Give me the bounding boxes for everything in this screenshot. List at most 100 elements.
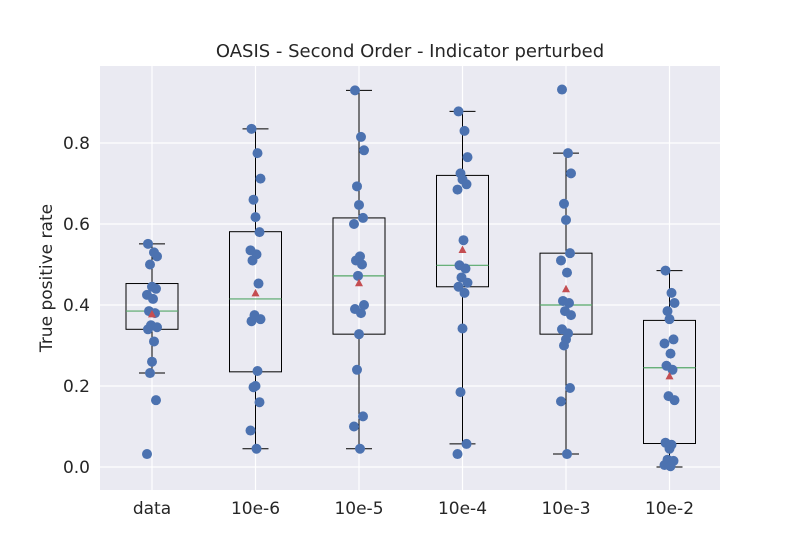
data-point — [147, 356, 157, 367]
data-point — [148, 293, 158, 304]
data-point — [152, 322, 162, 333]
data-point — [459, 287, 470, 298]
mean-marker — [562, 284, 570, 293]
data-point — [462, 277, 473, 288]
data-point — [250, 212, 261, 223]
data-point — [669, 297, 680, 308]
data-point — [461, 438, 472, 449]
data-point — [452, 184, 463, 195]
data-point — [460, 263, 471, 274]
data-point — [245, 425, 256, 436]
data-point — [352, 181, 362, 192]
data-point — [149, 336, 159, 347]
x-tick-label: data — [133, 499, 171, 519]
y-tick-label: 0.2 — [63, 377, 90, 397]
data-point — [565, 248, 575, 259]
chart-title: OASIS - Second Order - Indicator perturb… — [216, 41, 604, 62]
data-point — [359, 145, 369, 156]
data-point — [563, 148, 573, 159]
data-point — [349, 421, 359, 432]
data-point — [668, 334, 679, 345]
data-point — [566, 168, 576, 179]
data-point — [665, 461, 676, 472]
data-point — [461, 179, 472, 190]
mean-marker — [251, 288, 260, 297]
data-point — [352, 364, 362, 375]
data-point — [562, 449, 572, 460]
data-point — [246, 316, 257, 327]
data-point — [253, 278, 264, 289]
data-point — [254, 227, 265, 238]
data-point — [359, 300, 369, 310]
data-point — [660, 265, 671, 276]
data-point — [151, 395, 161, 406]
data-point — [354, 329, 364, 340]
data-point — [143, 238, 153, 249]
data-point — [152, 251, 162, 262]
data-point — [666, 287, 677, 298]
data-point — [559, 340, 569, 351]
data-point — [145, 259, 155, 270]
data-point — [566, 310, 576, 321]
data-point — [151, 283, 161, 294]
data-point — [248, 194, 259, 205]
mean-marker — [458, 245, 467, 254]
data-point — [357, 259, 367, 270]
mean-marker — [355, 278, 363, 287]
data-points — [142, 84, 680, 472]
data-point — [662, 306, 673, 317]
data-point — [564, 297, 574, 308]
data-point — [561, 214, 571, 225]
data-point — [452, 449, 463, 460]
data-point — [142, 449, 152, 460]
data-point — [255, 314, 266, 325]
y-axis-label: True positive rate — [37, 204, 57, 353]
data-point — [565, 383, 575, 394]
data-point — [457, 323, 468, 334]
data-point — [669, 395, 680, 406]
data-point — [354, 199, 364, 210]
mean-marker — [665, 371, 674, 380]
data-point — [353, 270, 363, 281]
data-point — [358, 411, 368, 422]
data-point — [254, 397, 265, 408]
x-tick-label: 10e-2 — [645, 499, 694, 519]
data-point — [556, 396, 566, 407]
data-point — [145, 368, 155, 379]
data-point — [356, 131, 366, 142]
data-point — [350, 85, 360, 96]
data-point — [459, 125, 470, 136]
data-point — [557, 84, 567, 95]
x-tick-label: 10e-6 — [231, 499, 280, 519]
y-tick-label: 0.8 — [63, 134, 90, 154]
x-tick-label: 10e-5 — [334, 499, 383, 519]
y-tick-labels: 0.0 0.2 0.4 0.6 0.8 — [63, 134, 90, 478]
x-tick-label: 10e-3 — [541, 499, 590, 519]
data-point — [251, 443, 262, 454]
mean-markers — [148, 245, 674, 380]
data-point — [458, 235, 469, 246]
data-point — [248, 382, 259, 393]
data-point — [246, 123, 257, 134]
data-point — [143, 324, 153, 335]
data-point — [349, 219, 359, 229]
mean-marker — [148, 309, 156, 318]
x-tick-label: 10e-4 — [438, 499, 487, 519]
data-point — [455, 387, 466, 398]
data-point — [453, 281, 464, 292]
y-tick-label: 0.0 — [63, 458, 90, 478]
data-point — [664, 314, 675, 325]
data-point — [355, 443, 365, 454]
data-point — [356, 308, 366, 319]
data-point — [358, 212, 368, 223]
data-point — [659, 338, 670, 349]
data-point — [559, 198, 569, 209]
data-point — [252, 366, 263, 377]
data-point — [667, 364, 678, 375]
data-point — [562, 267, 572, 278]
data-point — [665, 348, 676, 359]
data-point — [252, 148, 263, 159]
y-tick-label: 0.6 — [63, 215, 90, 235]
data-point — [462, 152, 473, 163]
